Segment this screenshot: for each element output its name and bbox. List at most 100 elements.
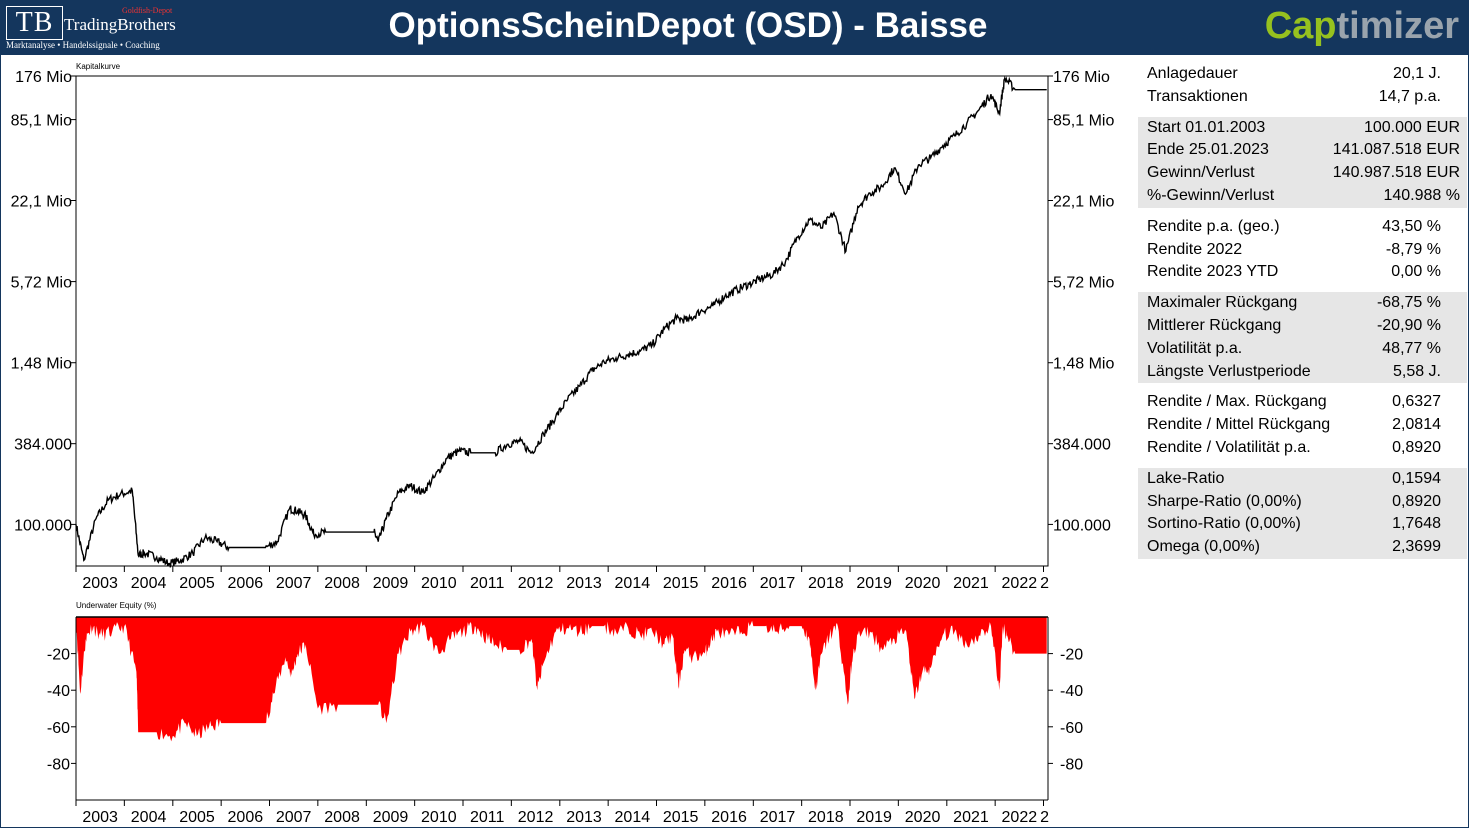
stats-label: Rendite / Max. Rückgang: [1147, 393, 1327, 411]
stats-row: Ende 25.01.2023 141.087.518 EUR: [1138, 139, 1467, 162]
stats-row: Transaktionen 14,7 p.a.: [1138, 86, 1467, 109]
stats-value: 2,3699: [1392, 538, 1441, 556]
y-tick-label-left: 22,1 Mio: [11, 194, 72, 211]
stats-label: %-Gewinn/Verlust: [1147, 186, 1275, 204]
x-tick-label: 2010: [421, 809, 457, 826]
x-tick-label: 2017: [760, 809, 796, 826]
stats-value: -68,75 %: [1376, 294, 1441, 312]
x-tick-label: 2008: [324, 809, 360, 826]
x-tick-label: 2021: [953, 575, 989, 592]
stats-label: Rendite p.a. (geo.): [1147, 217, 1280, 235]
stats-value: 48,77 %: [1382, 339, 1441, 357]
stats-label: Transaktionen: [1147, 87, 1248, 105]
y-tick-label-right: 176 Mio: [1053, 69, 1110, 86]
equity-plot-frame: [75, 75, 1049, 567]
stats-label: Rendite 2022: [1147, 240, 1243, 258]
stats-row: Start 01.01.2003 100.000 EUR: [1138, 117, 1467, 140]
x-tick-label: 2013: [566, 809, 602, 826]
x-tick-label: 2: [1040, 809, 1049, 826]
stats-group: Start 01.01.2003 100.000 EUR Ende 25.01.20…: [1138, 116, 1467, 208]
x-tick-label: 2: [1040, 575, 1049, 592]
x-tick-label: 2015: [663, 575, 699, 592]
stats-row: Lake-Ratio 0,1594: [1138, 468, 1467, 491]
stats-label: Maximaler Rückgang: [1147, 294, 1298, 312]
brand-part-a: Cap: [1264, 5, 1337, 47]
stats-value: 20,1 J.: [1392, 65, 1441, 82]
stats-value: 1,7648: [1392, 515, 1441, 533]
y-tick-label-right: 85,1 Mio: [1053, 113, 1114, 130]
stats-row: Rendite 2023 YTD 0,00 %: [1138, 261, 1467, 284]
stats-row: Rendite p.a. (geo.) 43,50 %: [1138, 216, 1467, 239]
y-tick-label-right: 5,72 Mio: [1053, 275, 1114, 292]
stats-value: -8,79 %: [1385, 240, 1441, 258]
stats-label: Rendite / Volatilität p.a.: [1147, 438, 1311, 456]
stats-value: 0,6327: [1392, 393, 1441, 411]
y-tick-label-left: 1,48 Mio: [11, 356, 72, 373]
y-tick-label-left: -20: [47, 647, 70, 664]
y-tick-label-left: 384.000: [14, 437, 72, 454]
y-tick-label-right: -20: [1060, 647, 1083, 664]
stats-value: 140.988 %: [1383, 186, 1460, 204]
stats-value: 14,7 p.a.: [1378, 87, 1441, 105]
x-tick-label: 2003: [82, 575, 118, 592]
x-tick-label: 2020: [905, 809, 941, 826]
underwater-chart-title: Underwater Equity (%): [76, 601, 157, 610]
x-tick-label: 2009: [373, 575, 409, 592]
stats-label: Start 01.01.2003: [1147, 118, 1266, 136]
stats-label: Volatilität p.a.: [1147, 339, 1243, 357]
x-tick-label: 2006: [228, 575, 264, 592]
y-tick-label-right: -60: [1060, 720, 1083, 737]
x-tick-label: 2011: [470, 575, 505, 592]
stats-group: Rendite / Max. Rückgang 0,6327 Rendite / M…: [1138, 391, 1467, 459]
stats-label: Lake-Ratio: [1147, 469, 1225, 487]
page-title: OptionsScheinDepot (OSD) - Baisse: [388, 6, 988, 45]
stats-group: Anlagedauer 20,1 J. Transaktionen 14,7 p.a.: [1138, 63, 1467, 109]
stats-value: 100.000 EUR: [1363, 118, 1460, 136]
logo-goldfish-label: Goldfish-Depot: [122, 6, 173, 15]
stats-row: Rendite 2022 -8,79 %: [1138, 239, 1467, 262]
stats-row: Gewinn/Verlust 140.987.518 EUR: [1138, 162, 1467, 185]
x-tick-label: 2016: [711, 809, 747, 826]
y-tick-label-left: 5,72 Mio: [11, 275, 72, 292]
x-tick-label: 2014: [615, 575, 651, 592]
x-tick-label: 2004: [131, 809, 167, 826]
x-tick-label: 2016: [711, 575, 747, 592]
x-tick-label: 2014: [615, 809, 651, 826]
stats-value: 140.987.518 EUR: [1332, 164, 1460, 182]
stats-label: Rendite 2023 YTD: [1147, 263, 1279, 281]
x-tick-label: 2022: [1002, 809, 1038, 826]
stats-row: Volatilität p.a. 48,77 %: [1138, 338, 1467, 361]
stats-value: 0,1594: [1392, 469, 1441, 487]
x-tick-label: 2021: [953, 809, 989, 826]
stats-group: Maximaler Rückgang -68,75 % Mittlerer Rück…: [1138, 292, 1467, 384]
x-tick-label: 2011: [470, 809, 505, 826]
y-tick-label-left: -40: [47, 683, 70, 700]
stats-row: Sharpe-Ratio (0,00%) 0,8920: [1138, 491, 1467, 514]
x-tick-label: 2019: [856, 575, 892, 592]
header-bar: TB Goldfish-Depot TradingBrothers Markta…: [0, 0, 1469, 55]
y-tick-label-right: 384.000: [1053, 437, 1111, 454]
y-tick-label-right: -40: [1060, 683, 1083, 700]
x-tick-label: 2022: [1002, 575, 1038, 592]
x-tick-label: 2012: [518, 809, 554, 826]
y-tick-label-left: 85,1 Mio: [11, 113, 72, 130]
y-tick-label-right: 22,1 Mio: [1053, 194, 1114, 211]
stats-group: Rendite p.a. (geo.) 43,50 % Rendite 2022 -8…: [1138, 216, 1467, 284]
x-tick-label: 2003: [82, 809, 118, 826]
y-tick-label-left: 100.000: [14, 517, 72, 534]
stats-row: Rendite / Mittel Rückgang 2,0814: [1138, 414, 1467, 437]
brand-part-b: timizer: [1336, 5, 1459, 47]
stats-row: Längste Verlustperiode 5,58 J.: [1138, 361, 1467, 384]
equity-chart-title: Kapitalkurve: [76, 62, 121, 71]
statistics-panel: Anlagedauer 20,1 J. Transaktionen 14,7 p.a.…: [1138, 63, 1467, 567]
stats-label: Sharpe-Ratio (0,00%): [1147, 492, 1302, 510]
y-tick-label-left: -60: [47, 720, 70, 737]
logo-tagline: Marktanalyse • Handelssignale • Coaching: [6, 40, 160, 50]
x-tick-label: 2013: [566, 575, 602, 592]
stats-group: Lake-Ratio 0,1594 Sharpe-Ratio (0,00%) 0,89…: [1138, 467, 1467, 559]
stats-row: Omega (0,00%) 2,3699: [1138, 536, 1467, 559]
stats-row: Maximaler Rückgang -68,75 %: [1138, 292, 1467, 315]
x-tick-label: 2006: [228, 809, 264, 826]
stats-label: Längste Verlustperiode: [1147, 362, 1311, 380]
logo-mark: TB: [6, 6, 63, 40]
